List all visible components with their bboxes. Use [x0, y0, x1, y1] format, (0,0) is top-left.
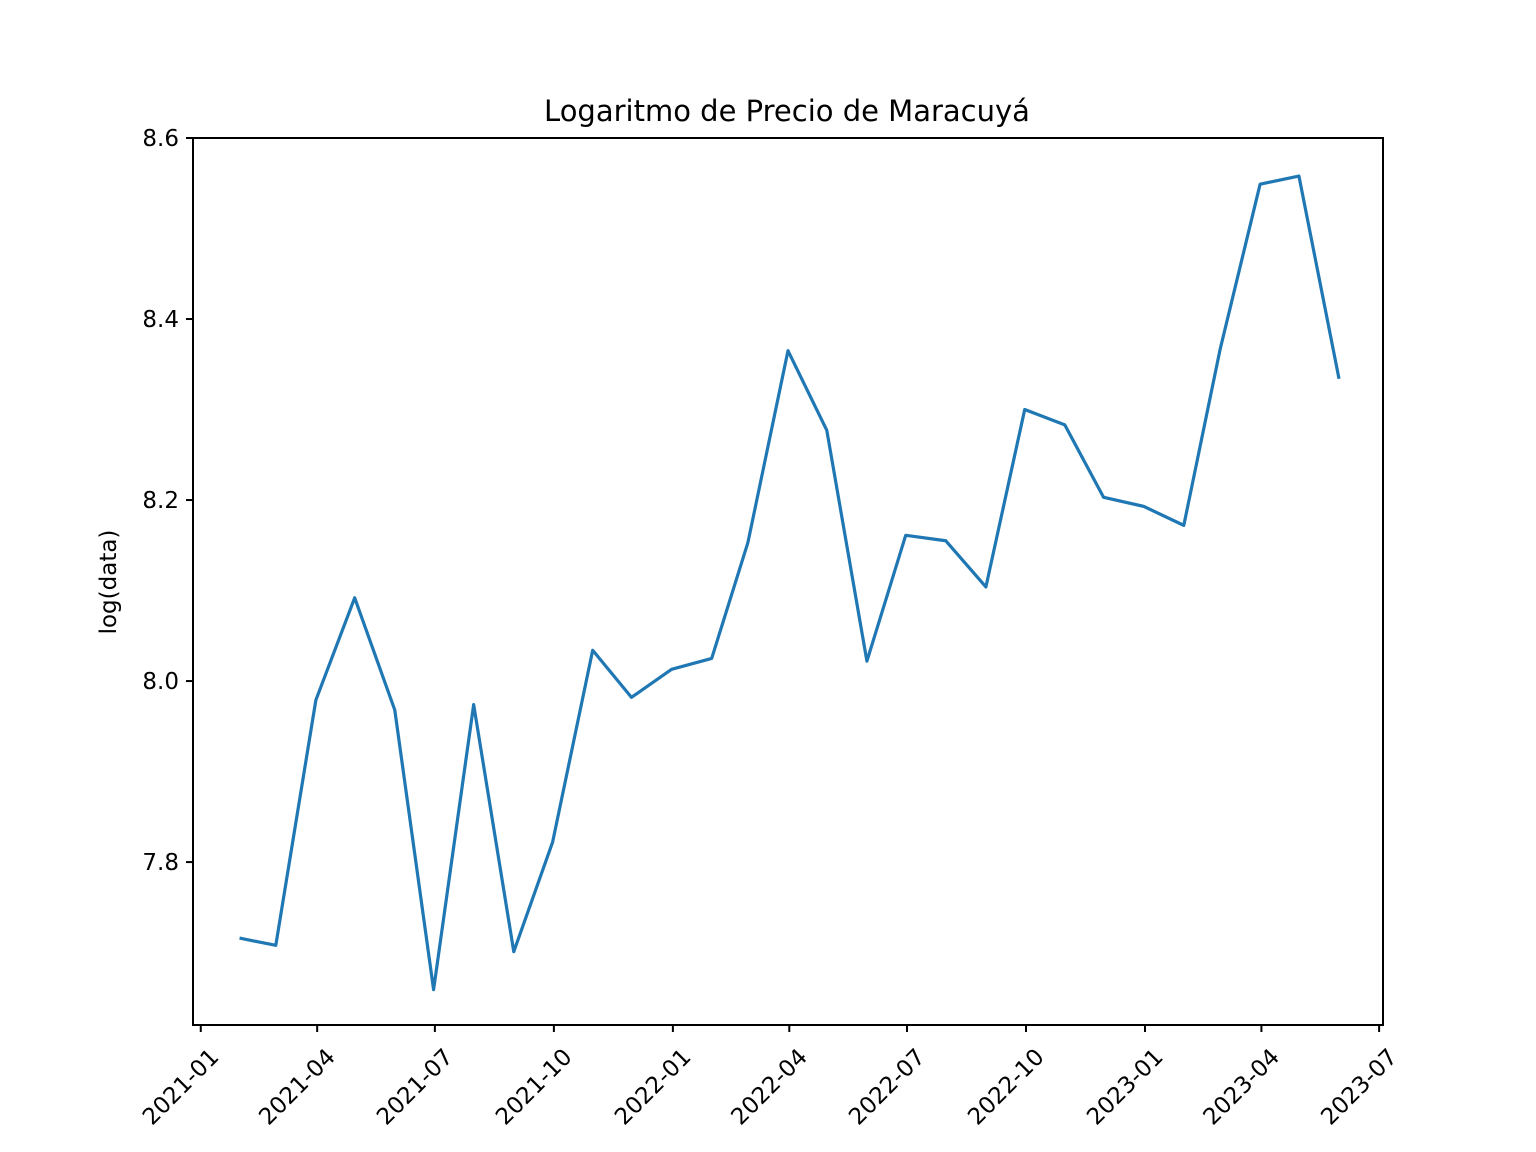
y-tick-label: 8.6 — [142, 126, 179, 152]
series-line — [239, 174, 1341, 992]
plot-frame — [192, 137, 1384, 1026]
y-tick-label: 8.4 — [142, 307, 179, 333]
chart-title: Logaritmo de Precio de Maracuyá — [544, 94, 1030, 128]
y-axis: 7.8 8.0 8.2 8.4 8.6 — [142, 126, 193, 876]
y-tick-label: 7.8 — [142, 850, 179, 876]
y-axis-label: log(data) — [96, 530, 122, 635]
y-tick-label: 8.2 — [142, 488, 179, 514]
y-tick-label: 8.0 — [142, 669, 179, 695]
